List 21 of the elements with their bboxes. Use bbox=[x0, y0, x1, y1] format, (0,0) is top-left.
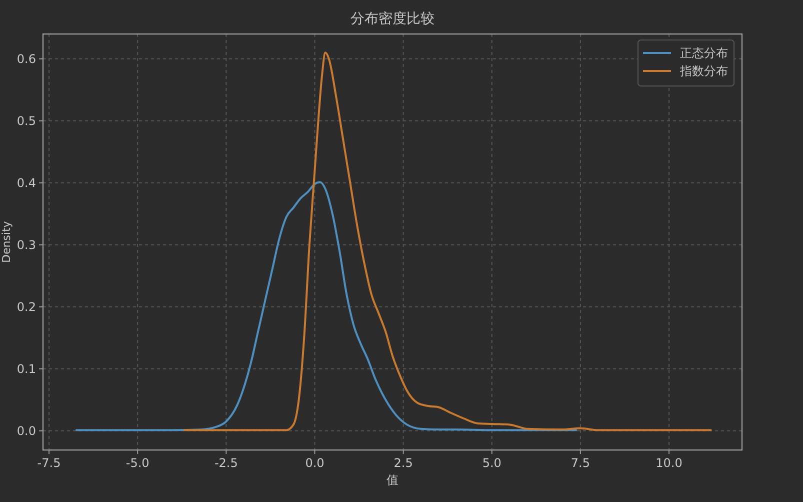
y-tick-label: 0.5 bbox=[16, 114, 36, 128]
y-tick-label: 0.2 bbox=[16, 300, 36, 314]
y-tick-label: 0.3 bbox=[16, 238, 36, 252]
x-tick-label: -5.0 bbox=[126, 456, 150, 470]
y-tick-label: 0.0 bbox=[16, 424, 36, 438]
x-tick-label: -2.5 bbox=[214, 456, 238, 470]
x-tick-label: 0.0 bbox=[305, 456, 324, 470]
y-tick-label: 0.1 bbox=[16, 362, 36, 376]
y-tick-label: 0.6 bbox=[16, 52, 36, 66]
x-tick-label: 5.0 bbox=[482, 456, 502, 470]
line-series bbox=[74, 181, 578, 432]
x-tick-label: 2.5 bbox=[394, 456, 413, 470]
legend-label: 指数分布 bbox=[679, 64, 728, 78]
x-tick-label: 7.5 bbox=[570, 456, 590, 470]
chart-title: 分布密度比较 bbox=[350, 11, 434, 27]
x-tick-label: 10.0 bbox=[656, 456, 682, 470]
y-axis-title: Density bbox=[0, 220, 13, 263]
x-axis-title: 值 bbox=[386, 473, 398, 487]
legend-label: 正态分布 bbox=[680, 46, 728, 60]
x-tick-label: -7.5 bbox=[37, 456, 61, 470]
y-tick-label: 0.4 bbox=[16, 176, 36, 190]
